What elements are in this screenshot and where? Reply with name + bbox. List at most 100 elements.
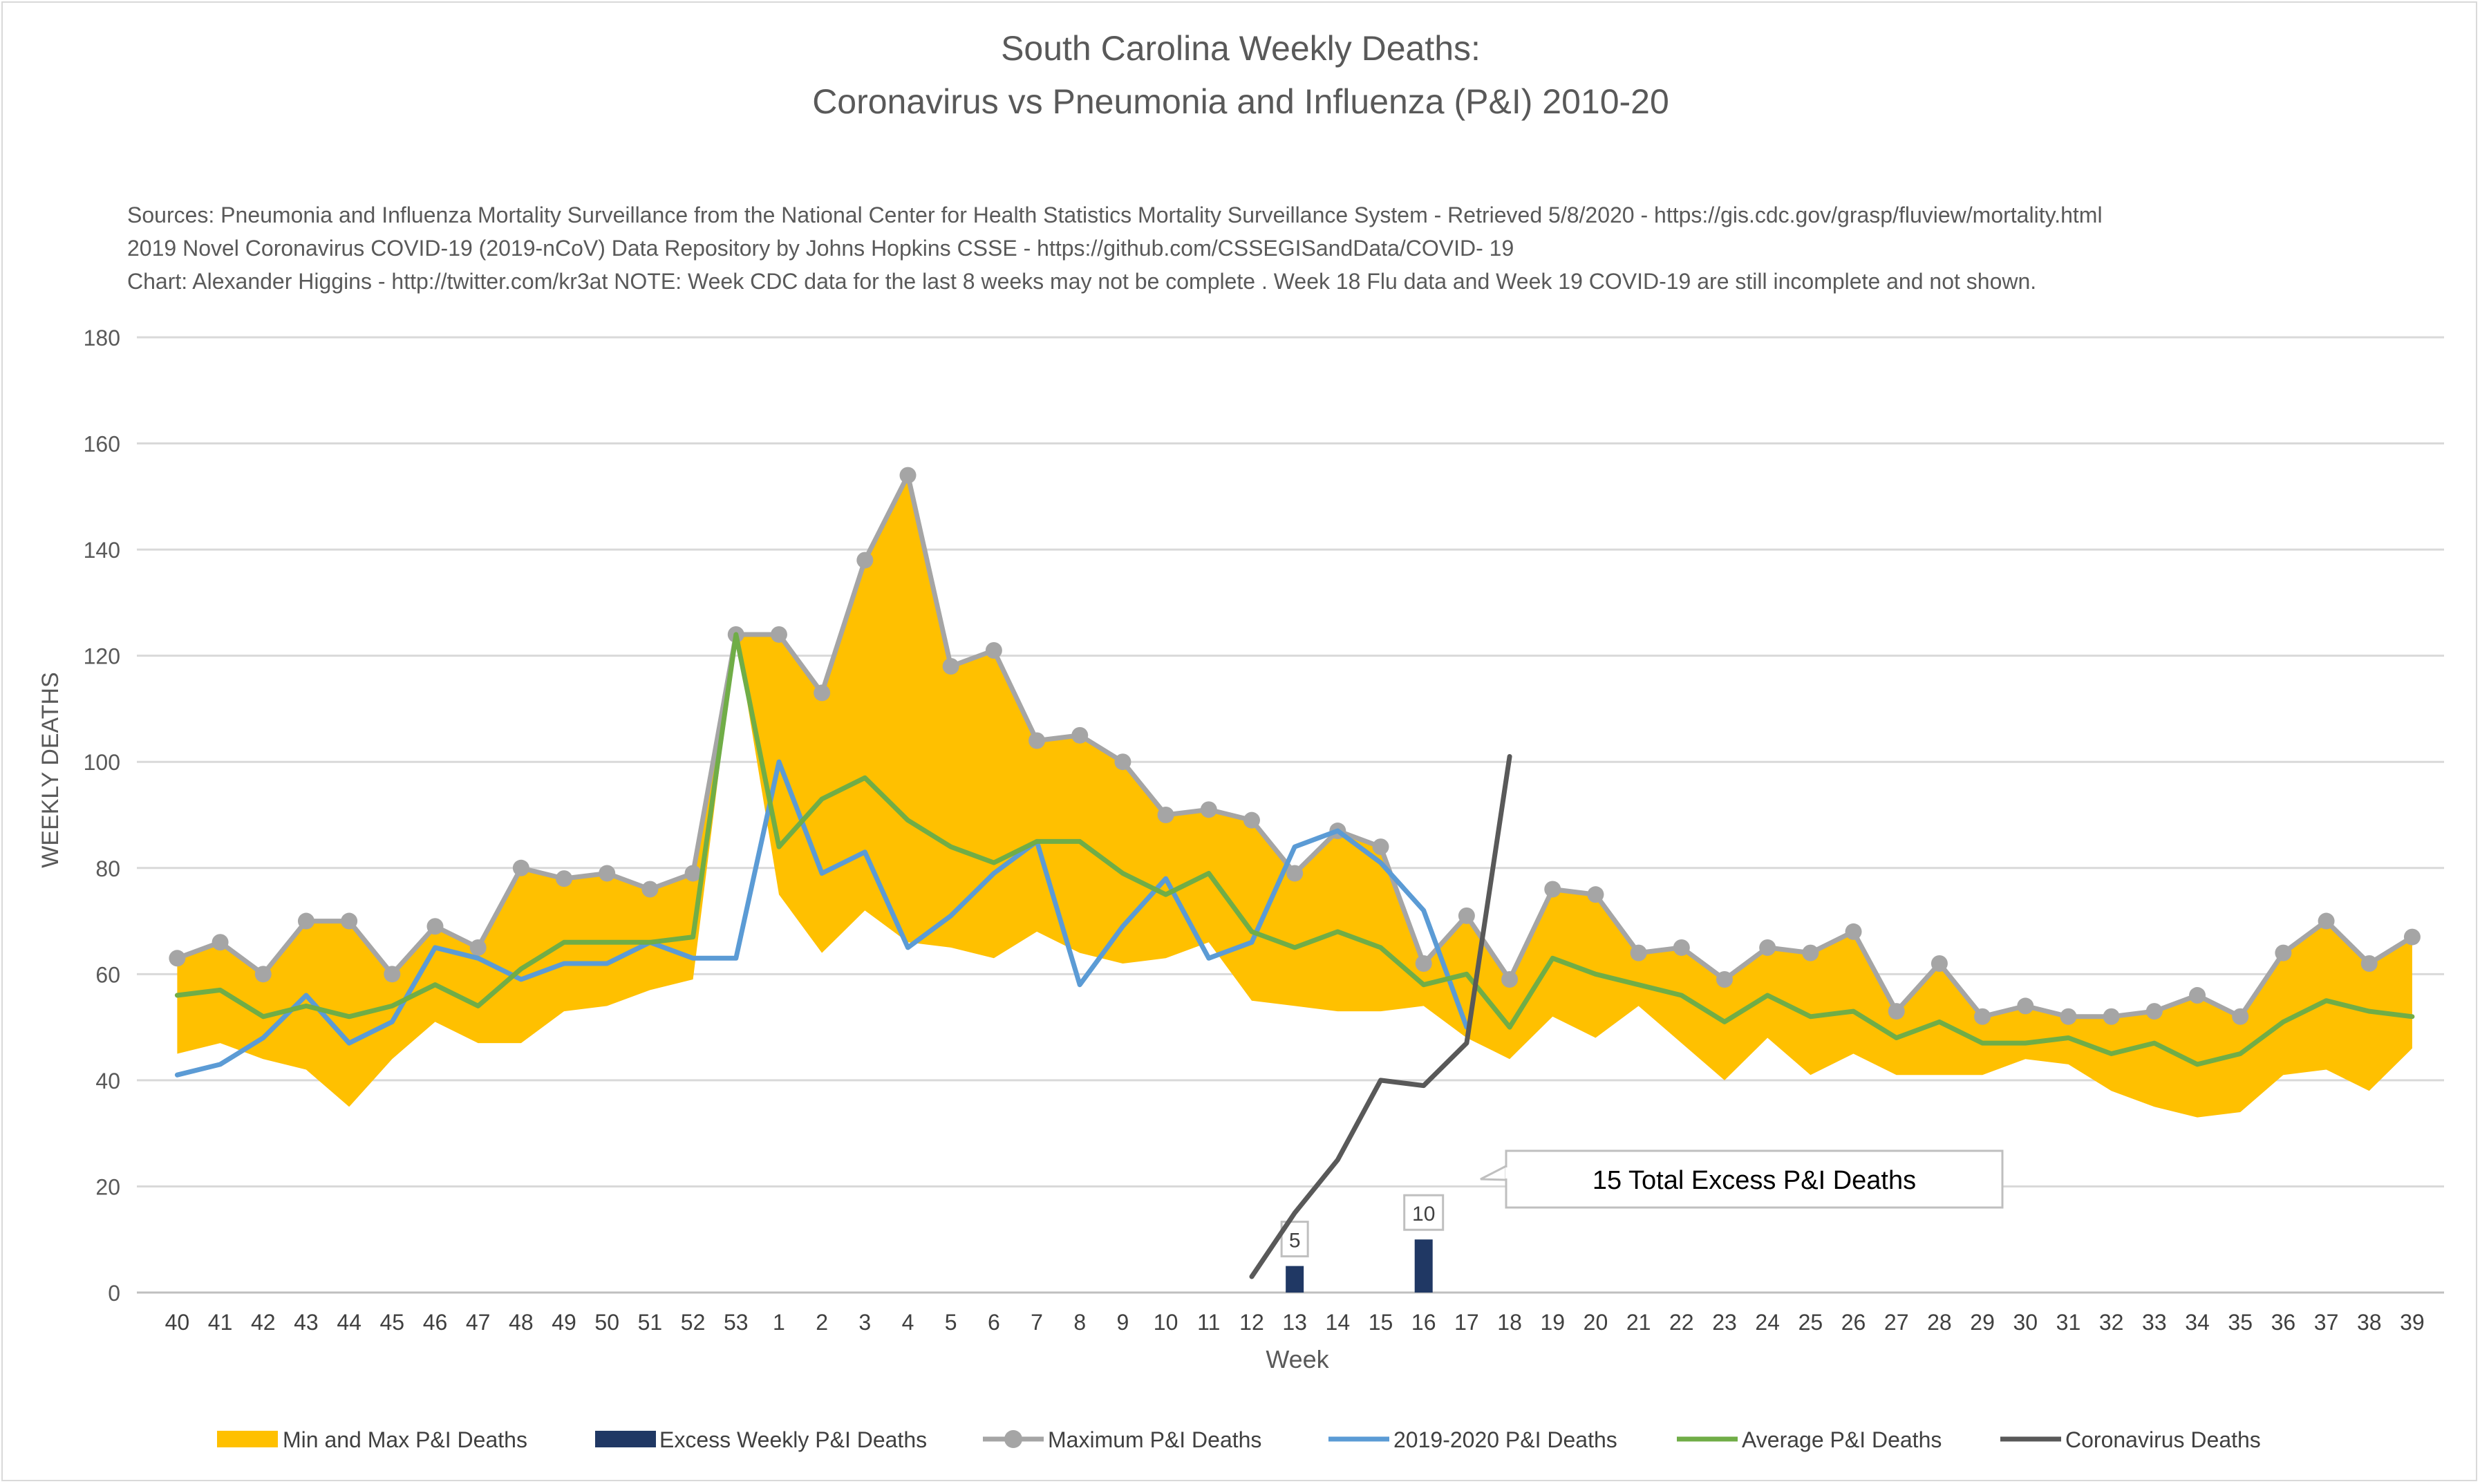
legend: Min and Max P&I Deaths Excess Weekly P&I… <box>217 1427 2261 1452</box>
x-tick-41: 41 <box>208 1310 233 1335</box>
maximum-point-43 <box>297 912 314 930</box>
maximum-point-6 <box>985 641 1002 659</box>
maximum-point-12 <box>1243 811 1260 829</box>
y-tick-40: 40 <box>95 1069 120 1093</box>
x-tick-48: 48 <box>509 1310 534 1335</box>
maximum-point-16 <box>1415 955 1432 972</box>
chart-svg: South Carolina Weekly Deaths: Coronaviru… <box>37 29 2444 1452</box>
maximum-point-23 <box>1716 971 1733 988</box>
maximum-point-33 <box>2145 1003 2163 1020</box>
x-tick-20: 20 <box>1584 1310 1608 1335</box>
maximum-point-29 <box>1974 1008 1991 1025</box>
maximum-point-19 <box>1544 881 1561 898</box>
x-tick-23: 23 <box>1712 1310 1737 1335</box>
x-tick-16: 16 <box>1411 1310 1436 1335</box>
sources-line-1: Sources: Pneumonia and Influenza Mortali… <box>127 203 2103 227</box>
maximum-point-35 <box>2232 1008 2249 1025</box>
average-line <box>174 632 2415 1067</box>
maximum-point-48 <box>512 859 529 876</box>
x-tick-5: 5 <box>945 1310 957 1335</box>
y-tick-80: 80 <box>95 856 120 881</box>
callout-box <box>1505 1149 2004 1209</box>
callout-text: 15 Total Excess P&I Deaths <box>1593 1166 1916 1195</box>
min-max-band <box>177 475 2412 1118</box>
maximum-point-39 <box>2403 928 2421 946</box>
maximum-point-37 <box>2318 912 2335 930</box>
callout-pointer <box>1480 1164 1507 1181</box>
x-tick-47: 47 <box>466 1310 491 1335</box>
sources-line-2: 2019 Novel Coronavirus COVID-19 (2019-nC… <box>127 236 1514 261</box>
excess-bar-label-box-week-16 <box>1403 1194 1445 1231</box>
x-tick-12: 12 <box>1239 1310 1264 1335</box>
maximum-point-24 <box>1759 939 1776 956</box>
x-tick-8: 8 <box>1073 1310 1086 1335</box>
x-tick-44: 44 <box>337 1310 361 1335</box>
x-tick-46: 46 <box>423 1310 448 1335</box>
x-tick-27: 27 <box>1884 1310 1909 1335</box>
x-tick-26: 26 <box>1841 1310 1866 1335</box>
x-tick-6: 6 <box>988 1310 1000 1335</box>
maximum-point-34 <box>2189 987 2206 1004</box>
maximum-point-20 <box>1587 886 1604 903</box>
x-tick-labels: 40 41 42 43 44 45 46 47 48 49 50 51 52 53 1 2 3 4 5 6 7 8 9 10 1… <box>165 1310 2425 1335</box>
x-tick-18: 18 <box>1497 1310 1522 1335</box>
x-tick-50: 50 <box>594 1310 619 1335</box>
maximum-point-38 <box>2360 955 2378 972</box>
x-tick-45: 45 <box>380 1310 405 1335</box>
x-tick-10: 10 <box>1154 1310 1178 1335</box>
x-tick-42: 42 <box>251 1310 276 1335</box>
maximum-point-36 <box>2275 944 2292 961</box>
maximum-point-4 <box>899 467 917 484</box>
y-tick-0: 0 <box>108 1281 120 1306</box>
x-tick-1: 1 <box>773 1310 785 1335</box>
legend-item-average: Average P&I Deaths <box>1677 1427 1942 1452</box>
series-lines-layer <box>169 467 2421 1279</box>
maximum-point-46 <box>426 918 444 935</box>
maximum-point-45 <box>384 966 401 983</box>
x-tick-33: 33 <box>2142 1310 2167 1335</box>
legend-item-coronavirus: Coronavirus Deaths <box>2000 1427 2261 1452</box>
x-tick-35: 35 <box>2228 1310 2253 1335</box>
excess-bar-label-week-16: 10 <box>1412 1203 1435 1225</box>
excess-deaths-callout: 15 Total Excess P&I Deaths <box>1480 1149 2004 1209</box>
maximum-point-18 <box>1501 971 1519 988</box>
maximum-point-27 <box>1888 1003 1905 1020</box>
maximum-point-51 <box>641 881 659 898</box>
x-tick-29: 29 <box>1970 1310 1995 1335</box>
x-tick-9: 9 <box>1117 1310 1129 1335</box>
x-tick-25: 25 <box>1798 1310 1823 1335</box>
maximum-point-26 <box>1845 923 1862 940</box>
x-tick-53: 53 <box>724 1310 749 1335</box>
x-tick-15: 15 <box>1369 1310 1393 1335</box>
gridlines <box>137 336 2444 1294</box>
maximum-point-9 <box>1114 753 1131 771</box>
excess-bar-week-16 <box>1414 1239 1433 1293</box>
maximum-point-52 <box>684 865 702 882</box>
excess-bar-label-week-13: 5 <box>1289 1230 1301 1252</box>
maximum-point-10 <box>1157 807 1174 823</box>
x-tick-2: 2 <box>816 1310 828 1335</box>
x-tick-32: 32 <box>2099 1310 2124 1335</box>
excess-bars-layer: 5 10 <box>1280 1194 1445 1293</box>
maximum-point-32 <box>2103 1008 2120 1025</box>
x-tick-36: 36 <box>2271 1310 2296 1335</box>
legend-label-average: Average P&I Deaths <box>1742 1427 1942 1452</box>
line-2019-2020 <box>174 759 1469 1078</box>
maximum-point-15 <box>1372 838 1389 856</box>
legend-swatch-min-max <box>217 1431 278 1447</box>
x-tick-49: 49 <box>552 1310 576 1335</box>
y-tick-labels: 0 20 40 60 80 100 120 140 160 180 <box>84 326 120 1306</box>
legend-item-maximum: Maximum P&I Deaths <box>983 1427 1261 1452</box>
x-tick-43: 43 <box>294 1310 319 1335</box>
maximum-point-49 <box>556 870 573 887</box>
maximum-point-44 <box>341 912 358 930</box>
maximum-point-25 <box>1802 944 1819 961</box>
x-axis-label: Week <box>1266 1345 1329 1373</box>
x-tick-28: 28 <box>1927 1310 1952 1335</box>
x-tick-17: 17 <box>1454 1310 1479 1335</box>
maximum-point-13 <box>1286 865 1304 882</box>
y-tick-140: 140 <box>84 538 120 563</box>
maximum-point-50 <box>599 865 616 882</box>
y-tick-120: 120 <box>84 644 120 669</box>
legend-marker-maximum <box>1004 1430 1022 1448</box>
